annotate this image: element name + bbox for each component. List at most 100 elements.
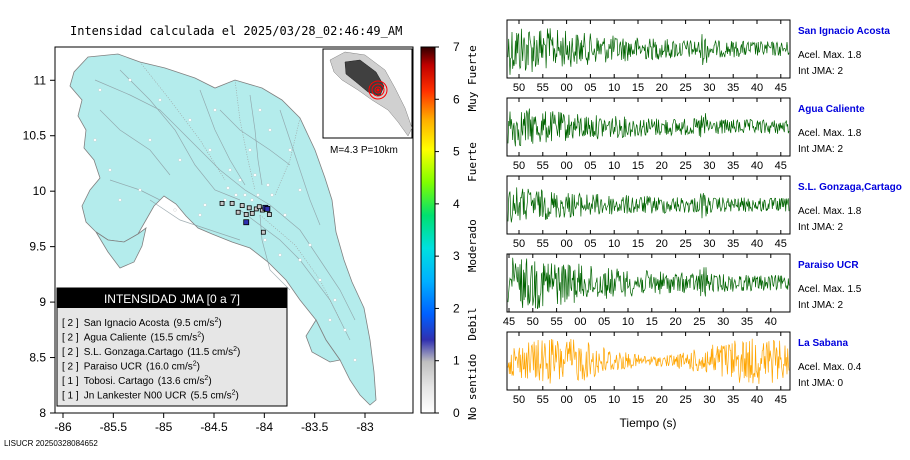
legend-item-level: [ 1 ] [62, 376, 79, 387]
station-accel: Acel. Max. 1.8 [798, 128, 862, 139]
waveform-trace [507, 338, 790, 384]
inset-map: M=4.3 P=10km [322, 48, 413, 156]
town-dot [298, 258, 302, 262]
waveform-tick-label: 00 [560, 238, 572, 250]
station-accel: Acel. Max. 1.8 [798, 50, 862, 61]
waveform-panel: 50 55 00 05 10 15 20 25 30 35 40 45 La Sabana Acel. M… [506, 331, 862, 406]
legend-item-sup: 2 [197, 332, 201, 339]
map-x-tick-label: -86 [54, 420, 72, 434]
nicoya-peninsula [95, 227, 147, 269]
time-axis-label: Tiempo (s) [620, 416, 677, 430]
town-dot [213, 108, 217, 112]
legend-header-bg [57, 288, 287, 308]
waveform-panel: 50 55 00 05 10 15 20 25 30 35 40 45 S.L. Gonzaga,Car… [506, 175, 902, 250]
waveform-tick-label: 05 [584, 82, 596, 94]
waveform-tick-label: 35 [741, 316, 753, 328]
waveform-panel: 50 55 00 05 10 15 20 25 30 35 40 45 San Ignacio Acos… [506, 19, 890, 94]
colorbar-tick-label: 0 [453, 406, 460, 420]
waveform-tick-label: 40 [765, 316, 777, 328]
legend-item-sup: 2 [193, 361, 197, 368]
town-dot [203, 203, 207, 207]
waveform-tick-label: 15 [632, 160, 644, 172]
waveform-tick-label: 20 [656, 238, 668, 250]
town-dot [258, 108, 262, 112]
waveform-panel: 45 50 55 00 05 10 15 20 25 30 35 40 Paraiso UCR Acel.… [503, 253, 862, 328]
station-marker [235, 209, 241, 215]
legend-item-name: S.L. Gonzaga.Cartago [84, 347, 184, 358]
town-dot [118, 198, 122, 202]
town-dot [208, 148, 212, 152]
waveform-tick-label: 50 [513, 82, 525, 94]
town-dot [333, 298, 337, 302]
map-x-tick-label: -83.5 [301, 420, 329, 434]
legend-item-name: Tobosi. Cartago [84, 376, 154, 387]
legend-item-value: (16.0 cm/s [146, 362, 193, 373]
waveform-tick-label: 25 [679, 82, 691, 94]
legend-item-level: [ 2 ] [62, 318, 79, 329]
legend-items: [ 2 ] San Ignacio Acosta (9.5 cm/s2)[ 2 ] A… [62, 317, 240, 402]
waveform-tick-label: 45 [775, 160, 787, 172]
road-network [94, 69, 356, 341]
map-x-tick-label: -84 [256, 420, 274, 434]
map-x-tick-label: -83 [356, 420, 374, 434]
legend-item-sup: 2 [204, 375, 208, 382]
town-dot [250, 198, 254, 202]
town-dot [93, 138, 97, 142]
legend-item-close: ) [197, 362, 200, 373]
station-marker [219, 200, 225, 206]
waveform-tick-label: 25 [693, 316, 705, 328]
town-dot [148, 138, 152, 142]
legend-item-value: (11.5 cm/s [187, 347, 233, 358]
map-x-tick-label: -84.5 [200, 420, 228, 434]
footer-id: LISUCR 20250328084652 [4, 439, 98, 448]
legend-item: [ 2 ] Agua Caliente (15.5 cm/s2) [62, 332, 204, 344]
waveform-tick-label: 35 [727, 394, 739, 406]
waveform-tick-label: 10 [608, 238, 620, 250]
station-marker [243, 212, 249, 217]
waveform-tick-label: 25 [679, 238, 691, 250]
waveform-tick-label: 05 [598, 316, 610, 328]
colorbar-tick-label: 7 [453, 40, 460, 54]
town-dot [98, 88, 102, 92]
map-y-tick-label: 9 [39, 295, 46, 309]
waveform-tick-label: 05 [584, 394, 596, 406]
colorbar-tick-label: 4 [453, 197, 460, 211]
town-dot [298, 188, 302, 192]
town-dot [234, 193, 238, 197]
waveform-tick-label: 00 [560, 160, 572, 172]
town-dot [226, 186, 230, 190]
legend-item: [ 1 ] Tobosi. Cartago (13.6 cm/s2) [62, 375, 212, 387]
station-marker [246, 205, 252, 211]
town-dot [288, 148, 292, 152]
station-name: Agua Caliente [798, 104, 865, 115]
legend-item-sup: 2 [233, 346, 237, 353]
waveform-tick-label: 45 [775, 394, 787, 406]
town-dot [223, 198, 227, 202]
town-dot [270, 193, 274, 197]
town-dot [353, 358, 357, 362]
legend-item-level: [ 2 ] [62, 347, 79, 358]
legend-item-value: (13.6 cm/s [158, 376, 205, 387]
waveform-trace [507, 28, 790, 75]
legend-item-sup: 2 [214, 317, 218, 324]
legend-title: INTENSIDAD JMA [0 a 7] [104, 292, 240, 306]
waveform-tick-label: 10 [608, 160, 620, 172]
waveform-tick-label: 55 [537, 394, 549, 406]
town-dot [158, 98, 162, 102]
town-dot [128, 78, 132, 82]
waveform-tick-label: 10 [608, 82, 620, 94]
map-y-tick-label: 8.5 [29, 351, 46, 365]
legend-item-level: [ 2 ] [62, 333, 79, 344]
waveform-tick-label: 20 [669, 316, 681, 328]
waveform-tick-label: 50 [513, 394, 525, 406]
town-dot [328, 318, 332, 322]
waveform-tick-label: 35 [727, 160, 739, 172]
waveform-tick-label: 50 [527, 316, 539, 328]
station-jma: Int JMA: 2 [798, 222, 843, 233]
waveform-tick-label: 55 [537, 238, 549, 250]
waveform-tick-label: 20 [656, 160, 668, 172]
colorbar-tick-label: 3 [453, 249, 460, 263]
colorbar-gradient [420, 46, 436, 414]
town-dot [243, 193, 247, 197]
